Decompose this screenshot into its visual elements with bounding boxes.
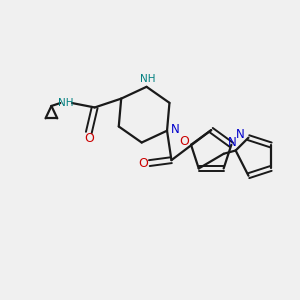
Text: N: N	[236, 128, 244, 141]
Text: NH: NH	[58, 98, 74, 108]
Text: O: O	[138, 157, 148, 169]
Text: O: O	[84, 132, 94, 145]
Text: O: O	[180, 135, 190, 148]
Text: NH: NH	[140, 74, 156, 84]
Text: N: N	[228, 136, 237, 149]
Text: N: N	[171, 123, 180, 136]
